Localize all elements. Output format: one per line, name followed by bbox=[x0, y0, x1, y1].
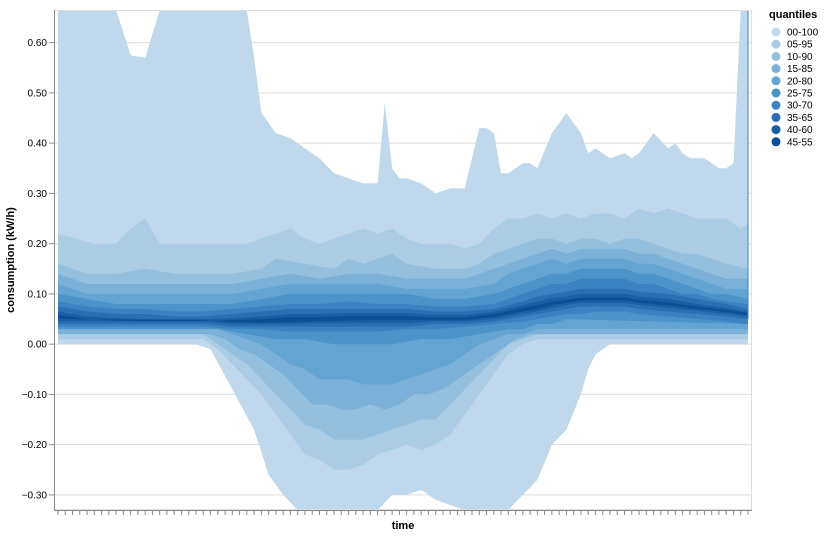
y-tick-label: 0.20 bbox=[28, 239, 48, 250]
legend-label: 10-90 bbox=[787, 52, 813, 63]
y-tick-label: −0.10 bbox=[22, 390, 48, 401]
legend-swatch bbox=[771, 51, 781, 61]
quantile-band-40-60 bbox=[58, 293, 748, 325]
legend-swatch bbox=[771, 88, 781, 98]
legend-label: 30-70 bbox=[787, 101, 813, 112]
axes: 0.60 0.50 0.40 0.30 0.20 0.10 0.00 −0.10 −0.20 −0… bbox=[22, 38, 749, 515]
legend-swatch bbox=[771, 27, 781, 37]
legend-label: 05-95 bbox=[787, 40, 813, 51]
legend-swatch bbox=[771, 137, 781, 147]
y-tick-label: 0.30 bbox=[28, 189, 48, 200]
legend-swatch bbox=[771, 39, 781, 49]
plot-frame bbox=[54, 10, 752, 511]
legend-label: 15-85 bbox=[787, 64, 813, 75]
legend-label: 40-60 bbox=[787, 125, 813, 136]
legend-swatch bbox=[771, 125, 781, 135]
legend-label: 00-100 bbox=[787, 28, 819, 39]
legend-label: 45-55 bbox=[787, 137, 813, 148]
y-tick-label: 0.00 bbox=[28, 340, 48, 351]
y-tick-label: 0.50 bbox=[28, 88, 48, 99]
y-tick-label: −0.20 bbox=[22, 440, 48, 451]
x-axis-title: time bbox=[392, 520, 415, 532]
legend-label: 25-75 bbox=[787, 89, 813, 100]
y-tick-label: −0.30 bbox=[22, 490, 48, 501]
y-tick-label: 0.40 bbox=[28, 139, 48, 150]
y-tick-label: 0.60 bbox=[28, 38, 48, 49]
quantile-band-45-55 bbox=[58, 297, 748, 323]
legend-label: 35-65 bbox=[787, 113, 813, 124]
y-axis-title: consumption (kW/h) bbox=[5, 207, 17, 313]
legend-label: 20-80 bbox=[787, 76, 813, 87]
legend-swatch bbox=[771, 76, 781, 86]
legend-swatch bbox=[771, 100, 781, 110]
legend-title: quantiles bbox=[769, 9, 817, 21]
legend-swatch bbox=[771, 112, 781, 122]
quantile-bands bbox=[58, 10, 749, 510]
legend-swatch bbox=[771, 64, 781, 74]
y-tick-label: 0.10 bbox=[28, 289, 48, 300]
